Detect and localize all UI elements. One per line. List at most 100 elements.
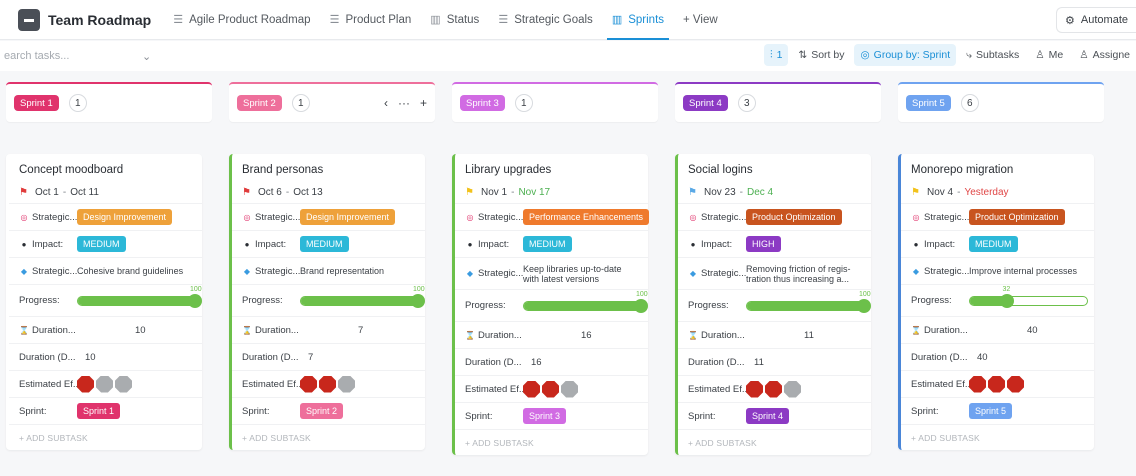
sprint-label-pill[interactable]: Sprint 4 bbox=[683, 95, 728, 111]
subtasks-button[interactable]: ⤷ Subtasks bbox=[966, 48, 1020, 62]
effort-stop-icon[interactable] bbox=[523, 380, 540, 398]
add-subtask-button[interactable]: + ADD SUBTASK bbox=[232, 424, 425, 450]
collapse-icon[interactable]: ‹ bbox=[383, 96, 388, 110]
sprint-value-pill[interactable]: Sprint 4 bbox=[746, 408, 790, 424]
effort-stop-icon[interactable] bbox=[1007, 375, 1024, 393]
task-card[interactable]: Concept moodboard ⚑ Oct 1- Oct 11 ◎ Strategic… bbox=[6, 154, 202, 450]
duration-days-value[interactable]: 11 bbox=[754, 356, 764, 368]
effort-stop-icon[interactable] bbox=[561, 380, 578, 398]
strategic-tag[interactable]: Design Improvement bbox=[77, 209, 173, 225]
tab-agile-product-roadmap[interactable]: ☰ Agile Product Roadmap bbox=[173, 13, 311, 27]
impact-tag[interactable]: MEDIUM bbox=[969, 236, 1018, 252]
task-card[interactable]: Library upgrades ⚑ Nov 1- Nov 17 ◎ Strategic.… bbox=[452, 154, 650, 455]
effort-stop-icon[interactable] bbox=[746, 380, 763, 398]
add-subtask-button[interactable]: + ADD SUBTASK bbox=[9, 424, 202, 450]
effort-stop-icon[interactable] bbox=[300, 375, 317, 393]
sprint-label-pill[interactable]: Sprint 2 bbox=[237, 95, 282, 111]
progress-bar[interactable]: 100 bbox=[300, 286, 425, 308]
tab-sprints[interactable]: ▥ Sprints bbox=[602, 0, 673, 40]
task-card[interactable]: Brand personas ⚑ Oct 6- Oct 13 ◎ Strategic...… bbox=[229, 154, 425, 450]
strategic-tag[interactable]: Product Optimization bbox=[969, 209, 1065, 225]
effort-rating[interactable] bbox=[77, 375, 132, 393]
sprint-label-pill[interactable]: Sprint 3 bbox=[460, 95, 505, 111]
add-subtask-button[interactable]: + ADD SUBTASK bbox=[678, 429, 871, 455]
card-title[interactable]: Brand personas bbox=[242, 164, 324, 176]
automate-button[interactable]: ⚙ Automate bbox=[1056, 7, 1136, 33]
folder-icon[interactable]: ▬ bbox=[18, 8, 40, 31]
effort-stop-icon[interactable] bbox=[542, 380, 559, 398]
date-range[interactable]: ⚑ Oct 6- Oct 13 bbox=[232, 181, 425, 203]
effort-rating[interactable] bbox=[746, 380, 801, 398]
effort-rating[interactable] bbox=[969, 375, 1024, 393]
duration-days-value[interactable]: 7 bbox=[308, 351, 314, 363]
card-title[interactable]: Concept moodboard bbox=[19, 164, 124, 176]
sprint-label-pill[interactable]: Sprint 5 bbox=[906, 95, 951, 111]
more-icon[interactable]: ··· bbox=[397, 96, 410, 110]
effort-rating[interactable] bbox=[300, 375, 355, 393]
search-input[interactable] bbox=[4, 50, 142, 62]
impact-tag[interactable]: HIGH bbox=[746, 236, 781, 252]
card-title[interactable]: Monorepo migration bbox=[911, 164, 1014, 176]
flag-icon[interactable]: ⚑ bbox=[465, 186, 474, 198]
add-icon[interactable]: + bbox=[419, 96, 427, 110]
flag-icon[interactable]: ⚑ bbox=[688, 186, 697, 198]
progress-knob[interactable] bbox=[1000, 293, 1015, 308]
strategic-goal-text[interactable]: Keep libraries up-to-date with latest ve… bbox=[523, 263, 622, 284]
effort-stop-icon[interactable] bbox=[765, 380, 782, 398]
strategic-tag[interactable]: Performance Enhancements bbox=[523, 209, 650, 225]
effort-stop-icon[interactable] bbox=[96, 375, 113, 393]
strategic-goal-text[interactable]: Improve internal processes bbox=[969, 266, 1078, 276]
progress-bar[interactable]: 100 bbox=[77, 286, 202, 308]
duration-days-value[interactable]: 10 bbox=[85, 351, 96, 363]
impact-tag[interactable]: MEDIUM bbox=[523, 236, 572, 252]
sprint-label-pill[interactable]: Sprint 1 bbox=[14, 95, 59, 111]
effort-rating[interactable] bbox=[523, 380, 578, 398]
progress-knob[interactable] bbox=[188, 293, 202, 308]
duration-value[interactable]: 40 bbox=[1027, 324, 1038, 336]
task-card[interactable]: Monorepo migration ⚑ Nov 4- Yesterday ◎ Strat… bbox=[898, 154, 1094, 450]
progress-knob[interactable] bbox=[857, 298, 871, 313]
flag-icon[interactable]: ⚑ bbox=[242, 186, 251, 198]
flag-icon[interactable]: ⚑ bbox=[19, 186, 28, 198]
sprint-value-pill[interactable]: Sprint 1 bbox=[77, 403, 121, 419]
card-title[interactable]: Library upgrades bbox=[465, 164, 552, 176]
tab-product-plan[interactable]: ☰ Product Plan bbox=[329, 13, 412, 27]
impact-tag[interactable]: MEDIUM bbox=[300, 236, 349, 252]
sprint-value-pill[interactable]: Sprint 5 bbox=[969, 403, 1013, 419]
group-by-button[interactable]: ◎ Group by: Sprint bbox=[854, 44, 957, 66]
tab-strategic-goals[interactable]: ☰ Strategic Goals bbox=[498, 13, 593, 27]
strategic-tag[interactable]: Product Optimization bbox=[746, 209, 842, 225]
add-subtask-button[interactable]: + ADD SUBTASK bbox=[455, 429, 648, 455]
workspace-title[interactable]: Team Roadmap bbox=[48, 11, 152, 28]
progress-bar[interactable]: 100 bbox=[746, 291, 871, 313]
duration-days-value[interactable]: 40 bbox=[977, 351, 988, 363]
progress-bar[interactable]: 32 bbox=[969, 286, 1088, 308]
effort-stop-icon[interactable] bbox=[115, 375, 132, 393]
strategic-goal-text[interactable]: Brand representation bbox=[300, 266, 385, 276]
sort-button[interactable]: ⇅ Sort by bbox=[798, 49, 845, 61]
filter-button[interactable]: ⫶ 1 bbox=[763, 44, 789, 66]
chevron-down-icon[interactable]: ⌄ bbox=[142, 50, 152, 63]
effort-stop-icon[interactable] bbox=[988, 375, 1005, 393]
add-subtask-button[interactable]: + ADD SUBTASK bbox=[901, 424, 1094, 450]
strategic-tag[interactable]: Design Improvement bbox=[300, 209, 396, 225]
progress-knob[interactable] bbox=[634, 298, 648, 313]
effort-stop-icon[interactable] bbox=[319, 375, 336, 393]
me-button[interactable]: ♙ Me bbox=[1035, 49, 1064, 61]
duration-value[interactable]: 7 bbox=[358, 324, 364, 336]
flag-icon[interactable]: ⚑ bbox=[911, 186, 920, 198]
duration-value[interactable]: 16 bbox=[581, 329, 592, 341]
sprint-value-pill[interactable]: Sprint 3 bbox=[523, 408, 567, 424]
effort-stop-icon[interactable] bbox=[338, 375, 355, 393]
duration-value[interactable]: 10 bbox=[135, 324, 146, 336]
effort-stop-icon[interactable] bbox=[77, 375, 94, 393]
add-view-button[interactable]: + View bbox=[683, 13, 718, 26]
impact-tag[interactable]: MEDIUM bbox=[77, 236, 126, 252]
effort-stop-icon[interactable] bbox=[969, 375, 986, 393]
date-range[interactable]: ⚑ Nov 1- Nov 17 bbox=[455, 181, 648, 203]
strategic-goal-text[interactable]: Cohesive brand guidelines bbox=[77, 266, 184, 276]
duration-value[interactable]: 11 bbox=[804, 329, 814, 341]
duration-days-value[interactable]: 16 bbox=[531, 356, 542, 368]
sprint-value-pill[interactable]: Sprint 2 bbox=[300, 403, 344, 419]
date-range[interactable]: ⚑ Nov 23- Dec 4 bbox=[678, 181, 871, 203]
